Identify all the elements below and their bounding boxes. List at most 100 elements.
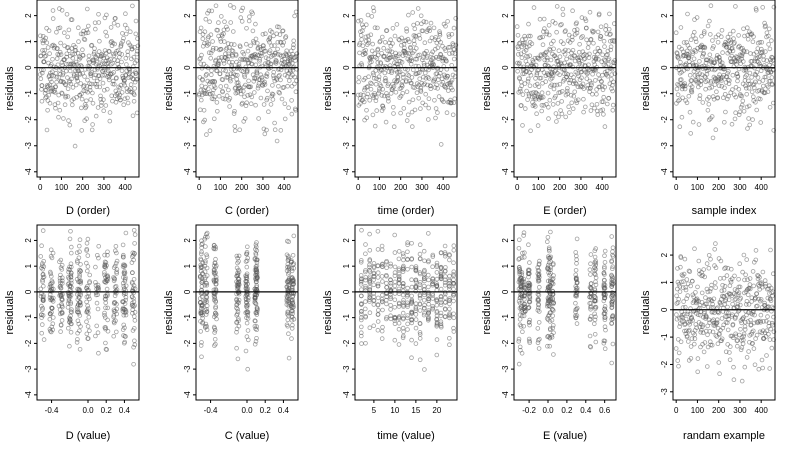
data-point bbox=[358, 317, 364, 323]
data-point bbox=[553, 111, 559, 116]
data-point bbox=[369, 48, 375, 54]
data-point bbox=[440, 43, 445, 49]
data-point bbox=[679, 272, 685, 278]
data-point bbox=[573, 300, 578, 306]
data-point bbox=[447, 296, 452, 301]
data-point bbox=[592, 248, 598, 254]
data-point bbox=[76, 255, 82, 261]
data-point bbox=[526, 282, 532, 288]
x-tick-label: 0.2 bbox=[101, 406, 113, 415]
data-point bbox=[706, 95, 712, 100]
data-point bbox=[598, 34, 604, 39]
data-point bbox=[294, 51, 300, 56]
data-point bbox=[286, 78, 292, 83]
data-point bbox=[596, 72, 601, 77]
data-point bbox=[67, 122, 73, 128]
data-point bbox=[573, 267, 579, 273]
data-point bbox=[424, 48, 429, 54]
data-point bbox=[525, 79, 531, 84]
data-point bbox=[123, 230, 129, 236]
data-point bbox=[701, 29, 707, 34]
data-point bbox=[759, 280, 764, 286]
data-point bbox=[739, 345, 745, 350]
data-point bbox=[740, 98, 746, 104]
data-point bbox=[451, 269, 457, 275]
data-point bbox=[547, 343, 552, 349]
data-point bbox=[40, 272, 46, 278]
data-point bbox=[124, 26, 130, 31]
data-point bbox=[204, 254, 210, 260]
data-point bbox=[367, 248, 373, 253]
data-point bbox=[384, 285, 389, 290]
data-point bbox=[432, 98, 437, 103]
data-point bbox=[693, 308, 698, 313]
y-tick-label: 2 bbox=[24, 238, 33, 243]
data-point bbox=[198, 302, 204, 308]
data-point bbox=[447, 313, 452, 319]
data-point bbox=[231, 5, 237, 10]
data-point bbox=[602, 338, 608, 344]
x-tick-label: 100 bbox=[532, 183, 546, 192]
data-point bbox=[285, 317, 291, 323]
data-point bbox=[120, 75, 126, 81]
data-point bbox=[598, 24, 604, 30]
data-point bbox=[75, 330, 80, 336]
data-point bbox=[65, 34, 70, 40]
data-point bbox=[706, 265, 712, 271]
data-point bbox=[601, 38, 607, 44]
data-point bbox=[367, 269, 373, 274]
data-point bbox=[360, 43, 366, 49]
y-tick-label: -2 bbox=[342, 116, 351, 124]
data-point bbox=[688, 283, 693, 289]
data-point bbox=[598, 108, 603, 113]
y-tick-label: 2 bbox=[342, 13, 351, 18]
data-point bbox=[450, 87, 455, 93]
data-point bbox=[599, 79, 604, 85]
data-point bbox=[526, 33, 531, 39]
data-point bbox=[451, 292, 456, 298]
data-point bbox=[197, 56, 202, 62]
data-point bbox=[559, 89, 565, 94]
data-point bbox=[279, 96, 285, 102]
x-tick-label: 0.0 bbox=[82, 406, 94, 415]
data-point bbox=[572, 27, 577, 33]
data-point bbox=[536, 320, 542, 325]
data-point bbox=[256, 116, 261, 121]
data-point bbox=[757, 61, 762, 67]
x-tick-label: 100 bbox=[373, 183, 387, 192]
data-point bbox=[289, 111, 295, 117]
data-point bbox=[612, 58, 617, 63]
data-point bbox=[409, 355, 414, 361]
data-point bbox=[610, 298, 616, 303]
data-point bbox=[285, 323, 291, 329]
data-point bbox=[422, 269, 427, 274]
data-point bbox=[278, 77, 283, 83]
data-point bbox=[363, 34, 369, 40]
data-point bbox=[241, 51, 247, 57]
x-tick-label: 0.0 bbox=[542, 406, 554, 415]
data-point bbox=[710, 135, 716, 141]
data-point bbox=[719, 288, 725, 294]
data-point bbox=[554, 82, 560, 88]
data-point bbox=[368, 80, 373, 86]
data-point bbox=[417, 336, 423, 341]
data-point bbox=[269, 29, 275, 35]
data-point bbox=[447, 286, 452, 292]
data-point bbox=[385, 93, 390, 99]
data-point bbox=[92, 20, 98, 26]
data-point bbox=[38, 33, 43, 39]
data-point bbox=[272, 120, 277, 126]
data-point bbox=[213, 341, 218, 347]
data-point bbox=[253, 242, 259, 248]
data-point bbox=[582, 51, 587, 57]
data-point bbox=[213, 312, 218, 318]
data-point bbox=[199, 354, 204, 360]
data-point bbox=[418, 106, 423, 111]
data-point bbox=[720, 95, 726, 100]
data-point bbox=[686, 93, 692, 99]
data-point bbox=[675, 53, 681, 59]
data-point bbox=[409, 80, 414, 86]
x-tick-label: 0.2 bbox=[561, 406, 573, 415]
data-point bbox=[85, 253, 91, 258]
data-point bbox=[370, 41, 376, 47]
